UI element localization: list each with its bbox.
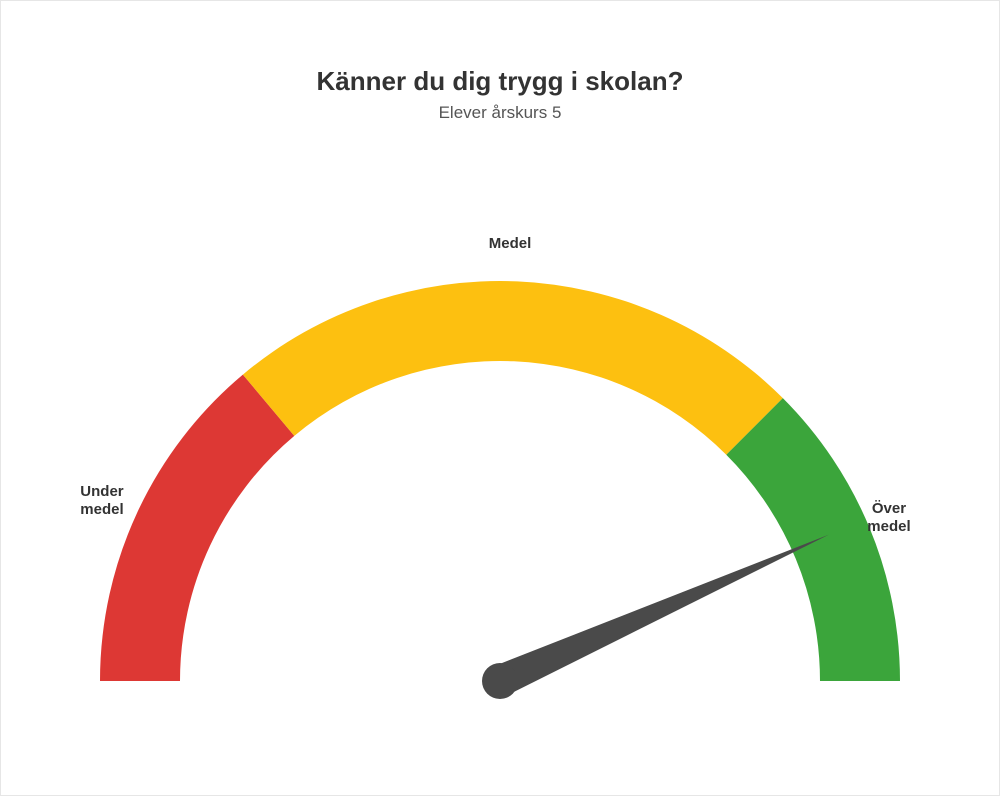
gauge-segment-under-medel [100, 375, 294, 681]
gauge-label-over-medel: Över medel [867, 500, 910, 535]
gauge-hub [482, 663, 518, 699]
chart-title: Känner du dig trygg i skolan? [11, 66, 989, 97]
chart-subtitle: Elever årskurs 5 [11, 103, 989, 123]
gauge-segment-medel [243, 281, 783, 455]
gauge-label-medel: Medel [489, 235, 532, 252]
gauge-segment-over-medel [726, 398, 900, 681]
gauge-needle [493, 535, 828, 696]
gauge-card: Känner du dig trygg i skolan? Elever års… [0, 0, 1000, 796]
gauge-label-under-medel: Under medel [80, 483, 123, 518]
gauge-container: Under medel Medel Över medel [50, 161, 950, 721]
header: Känner du dig trygg i skolan? Elever års… [11, 66, 989, 123]
